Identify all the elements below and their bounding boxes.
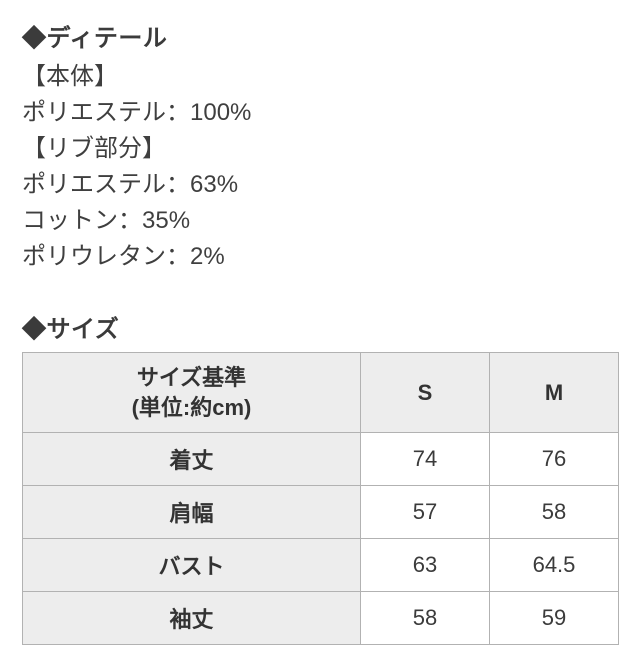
composition-item: コットン：35% <box>22 203 618 239</box>
table-header-m: M <box>490 353 619 433</box>
cell-s: 57 <box>361 486 490 539</box>
row-label: 肩幅 <box>23 486 361 539</box>
material-name: ポリエステル <box>22 99 166 126</box>
cell-m: 58 <box>490 486 619 539</box>
cell-m: 64.5 <box>490 539 619 592</box>
material-name: ポリエステル <box>22 171 166 198</box>
material-name: ポリウレタン <box>22 243 166 270</box>
table-header-row: サイズ基準 (単位:約cm) S M <box>23 353 619 433</box>
cell-s: 63 <box>361 539 490 592</box>
cell-m: 59 <box>490 592 619 645</box>
table-header-s: S <box>361 353 490 433</box>
row-label: 袖丈 <box>23 592 361 645</box>
header-criteria-line1: サイズ基準 <box>137 365 246 390</box>
material-name: コットン <box>22 207 118 234</box>
size-heading: ◆サイズ <box>22 309 618 344</box>
composition-item: ポリウレタン：2% <box>22 239 618 275</box>
table-row: 袖丈 58 59 <box>23 592 619 645</box>
size-table: サイズ基準 (単位:約cm) S M 着丈 74 76 肩幅 57 58 バスト <box>22 352 619 645</box>
row-label: バスト <box>23 539 361 592</box>
cell-m: 76 <box>490 433 619 486</box>
material-percent: 2% <box>190 243 225 270</box>
header-criteria-line2: (単位:約cm) <box>27 393 356 423</box>
material-percent: 35% <box>142 207 190 234</box>
composition-group-label: 【リブ部分】 <box>22 131 618 167</box>
cell-s: 74 <box>361 433 490 486</box>
table-row: 着丈 74 76 <box>23 433 619 486</box>
cell-s: 58 <box>361 592 490 645</box>
row-label: 着丈 <box>23 433 361 486</box>
table-header-criteria: サイズ基準 (単位:約cm) <box>23 353 361 433</box>
composition-item: ポリエステル：63% <box>22 167 618 203</box>
table-row: 肩幅 57 58 <box>23 486 619 539</box>
table-row: バスト 63 64.5 <box>23 539 619 592</box>
material-percent: 63% <box>190 171 238 198</box>
composition-item: ポリエステル：100% <box>22 95 618 131</box>
material-percent: 100% <box>190 99 251 126</box>
composition-group-label: 【本体】 <box>22 59 618 95</box>
product-detail-panel: ◆ディテール 【本体】 ポリエステル：100% 【リブ部分】 ポリエステル：63… <box>0 0 640 645</box>
detail-heading: ◆ディテール <box>22 18 618 53</box>
